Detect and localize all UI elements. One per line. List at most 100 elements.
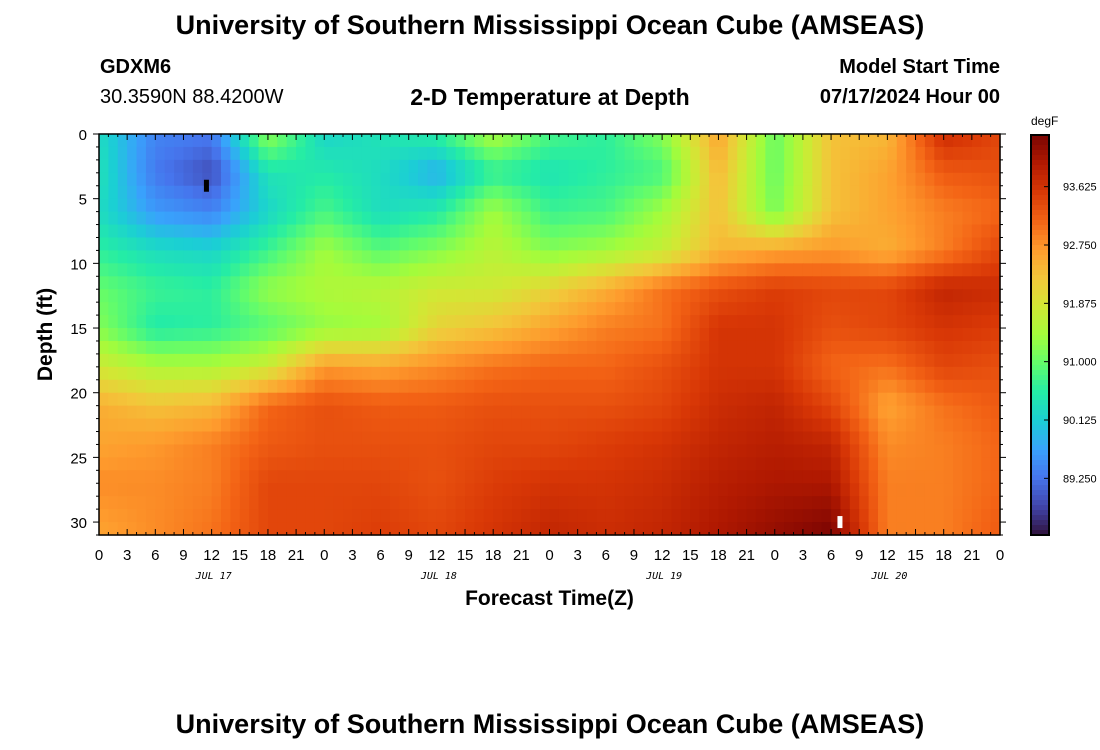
heatmap-cell	[474, 302, 485, 316]
x-tick-label: 0	[545, 547, 553, 564]
heatmap-cell	[633, 276, 644, 290]
heatmap-cell	[934, 418, 945, 433]
heatmap-cell	[568, 496, 579, 510]
heatmap-cell	[652, 340, 663, 355]
heatmap-cell	[755, 224, 766, 239]
heatmap-cell	[709, 392, 720, 407]
heatmap-cell	[389, 134, 400, 148]
heatmap-cell	[784, 392, 795, 407]
heatmap-cell	[596, 185, 607, 200]
heatmap-cell	[840, 405, 851, 420]
heatmap-cell	[718, 340, 729, 355]
heatmap-cell	[540, 328, 551, 342]
colorbar-segment	[1031, 285, 1049, 291]
heatmap-cell	[436, 457, 447, 471]
heatmap-cell	[436, 172, 447, 187]
heatmap-cell	[427, 418, 438, 433]
heatmap-cell	[305, 392, 316, 407]
heatmap-cell	[511, 483, 522, 497]
heatmap-cell	[361, 418, 372, 433]
heatmap-cell	[680, 172, 691, 187]
heatmap-cell	[530, 379, 541, 394]
heatmap-cell	[774, 366, 785, 381]
heatmap-cell	[521, 198, 532, 213]
heatmap-cell	[990, 457, 1001, 471]
heatmap-cell	[371, 315, 382, 329]
heatmap-cell	[802, 146, 813, 161]
heatmap-cell	[718, 146, 729, 161]
heatmap-cell	[192, 211, 203, 226]
heatmap-cell	[324, 224, 335, 239]
heatmap-cell	[577, 366, 588, 381]
heatmap-cell	[990, 185, 1001, 200]
heatmap-cell	[352, 483, 363, 497]
heatmap-cell	[380, 159, 391, 174]
heatmap-cell	[633, 263, 644, 277]
heatmap-cell	[99, 392, 109, 407]
heatmap-cell	[530, 328, 541, 342]
heatmap-cell	[746, 379, 757, 394]
heatmap-cell	[145, 198, 156, 213]
heatmap-cell	[577, 276, 588, 290]
heatmap-cell	[183, 353, 194, 368]
heatmap-cell	[605, 418, 616, 433]
heatmap-cell	[962, 159, 973, 174]
heatmap-cell	[924, 302, 935, 316]
heatmap-cell	[371, 250, 382, 264]
heatmap-cell	[877, 496, 888, 510]
heatmap-cell	[596, 366, 607, 381]
heatmap-cell	[802, 315, 813, 329]
heatmap-cell	[455, 328, 466, 342]
heatmap-cell	[624, 198, 635, 213]
heatmap-cell	[343, 276, 354, 290]
heatmap-cell	[164, 276, 175, 290]
heatmap-cell	[511, 431, 522, 446]
heatmap-cell	[418, 392, 429, 407]
heatmap-cell	[521, 496, 532, 510]
heatmap-cell	[314, 315, 325, 329]
heatmap-cell	[849, 159, 860, 174]
heatmap-cell	[680, 340, 691, 355]
heatmap-cell	[155, 198, 166, 213]
heatmap-cell	[793, 289, 804, 303]
heatmap-cell	[746, 198, 757, 213]
heatmap-cell	[333, 379, 344, 394]
heatmap-cell	[887, 315, 898, 329]
heatmap-cell	[934, 431, 945, 446]
heatmap-cell	[953, 159, 964, 174]
x-tick-label: 3	[573, 547, 581, 564]
heatmap-cell	[568, 379, 579, 394]
heatmap-cell	[221, 522, 231, 536]
heatmap-cell	[831, 366, 842, 381]
heatmap-cell	[239, 250, 250, 264]
heatmap-cell	[211, 509, 222, 523]
heatmap-cell	[596, 470, 607, 484]
heatmap-cell	[174, 276, 185, 290]
colorbar-segment	[1031, 375, 1049, 381]
heatmap-cell	[859, 483, 870, 497]
colorbar-segment	[1031, 320, 1049, 326]
heatmap-cell	[418, 353, 429, 368]
heatmap-cell	[680, 483, 691, 497]
heatmap-cell	[812, 185, 823, 200]
heatmap-cell	[145, 405, 156, 420]
heatmap-cell	[784, 263, 795, 277]
heatmap-cell	[633, 315, 644, 329]
heatmap-cell	[821, 457, 832, 471]
heatmap-cell	[981, 250, 992, 264]
heatmap-cell	[577, 237, 588, 252]
heatmap-cell	[596, 483, 607, 497]
heatmap-cell	[887, 198, 898, 213]
heatmap-cell	[164, 444, 175, 458]
colorbar-segment	[1031, 395, 1049, 401]
heatmap-cell	[408, 263, 419, 277]
heatmap-cell	[502, 522, 513, 536]
heatmap-cell	[924, 315, 935, 329]
heatmap-cell	[221, 431, 231, 446]
heatmap-cell	[221, 250, 231, 264]
station-coordinates: 30.3590N 88.4200W	[100, 86, 284, 108]
heatmap-cell	[145, 250, 156, 264]
heatmap-cell	[953, 276, 964, 290]
heatmap-cell	[333, 392, 344, 407]
heatmap-cell	[774, 444, 785, 458]
